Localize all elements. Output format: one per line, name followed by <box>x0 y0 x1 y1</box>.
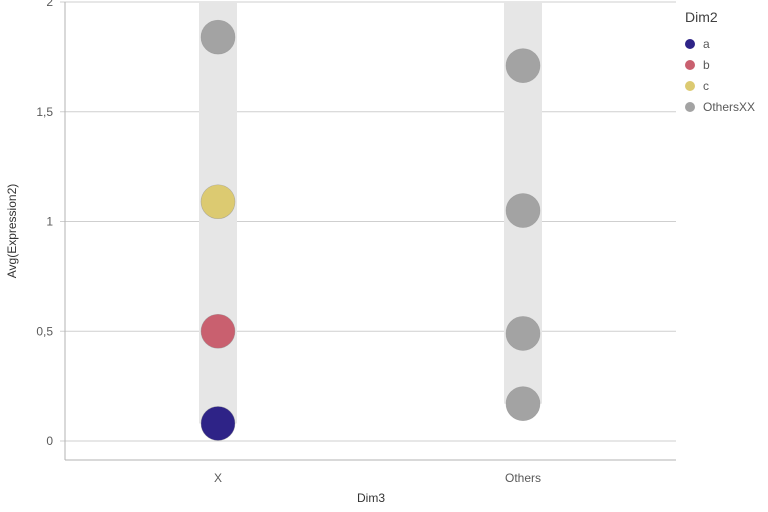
y-tick-label-1: 0,5 <box>36 324 53 338</box>
range-bands <box>199 2 542 424</box>
legend-label-3: OthersXX <box>703 100 755 114</box>
x-tick-label-1: Others <box>505 471 541 485</box>
data-point-1 <box>200 313 236 349</box>
legend-swatch-0 <box>685 39 695 49</box>
y-tick-labels: 0 0,5 1 1,5 2 <box>36 0 53 448</box>
legend-items: abc OthersXX <box>685 37 755 114</box>
legend-swatch-3 <box>685 102 695 112</box>
legend-label-1: b <box>703 58 710 72</box>
y-tick-label-2: 1 <box>46 215 53 229</box>
data-point-3 <box>200 19 236 55</box>
legend-label-2: c <box>703 79 709 93</box>
y-tick-label-0: 0 <box>46 434 53 448</box>
data-point-2 <box>200 184 236 220</box>
gridlines <box>60 1 676 442</box>
data-point-5 <box>505 316 541 351</box>
legend-swatch-2 <box>685 81 695 91</box>
legend-swatch-1 <box>685 60 695 70</box>
data-point-6 <box>505 193 541 228</box>
legend-label-0: a <box>703 37 710 51</box>
y-axis-title: Avg(Expression2) <box>5 184 19 279</box>
y-tick-label-4: 2 <box>46 0 53 9</box>
data-point-7 <box>505 48 541 83</box>
x-tick-label-0: X <box>214 471 222 485</box>
x-axis-title: Dim3 <box>357 491 385 505</box>
data-point-0 <box>200 406 236 441</box>
x-tick-labels: X Others <box>214 471 541 485</box>
legend: Dim2 abc OthersXX <box>685 9 755 114</box>
data-point-4 <box>505 386 541 421</box>
legend-title: Dim2 <box>685 9 718 25</box>
y-tick-label-3: 1,5 <box>36 105 53 119</box>
data-points <box>200 19 541 441</box>
axes <box>64 2 676 461</box>
